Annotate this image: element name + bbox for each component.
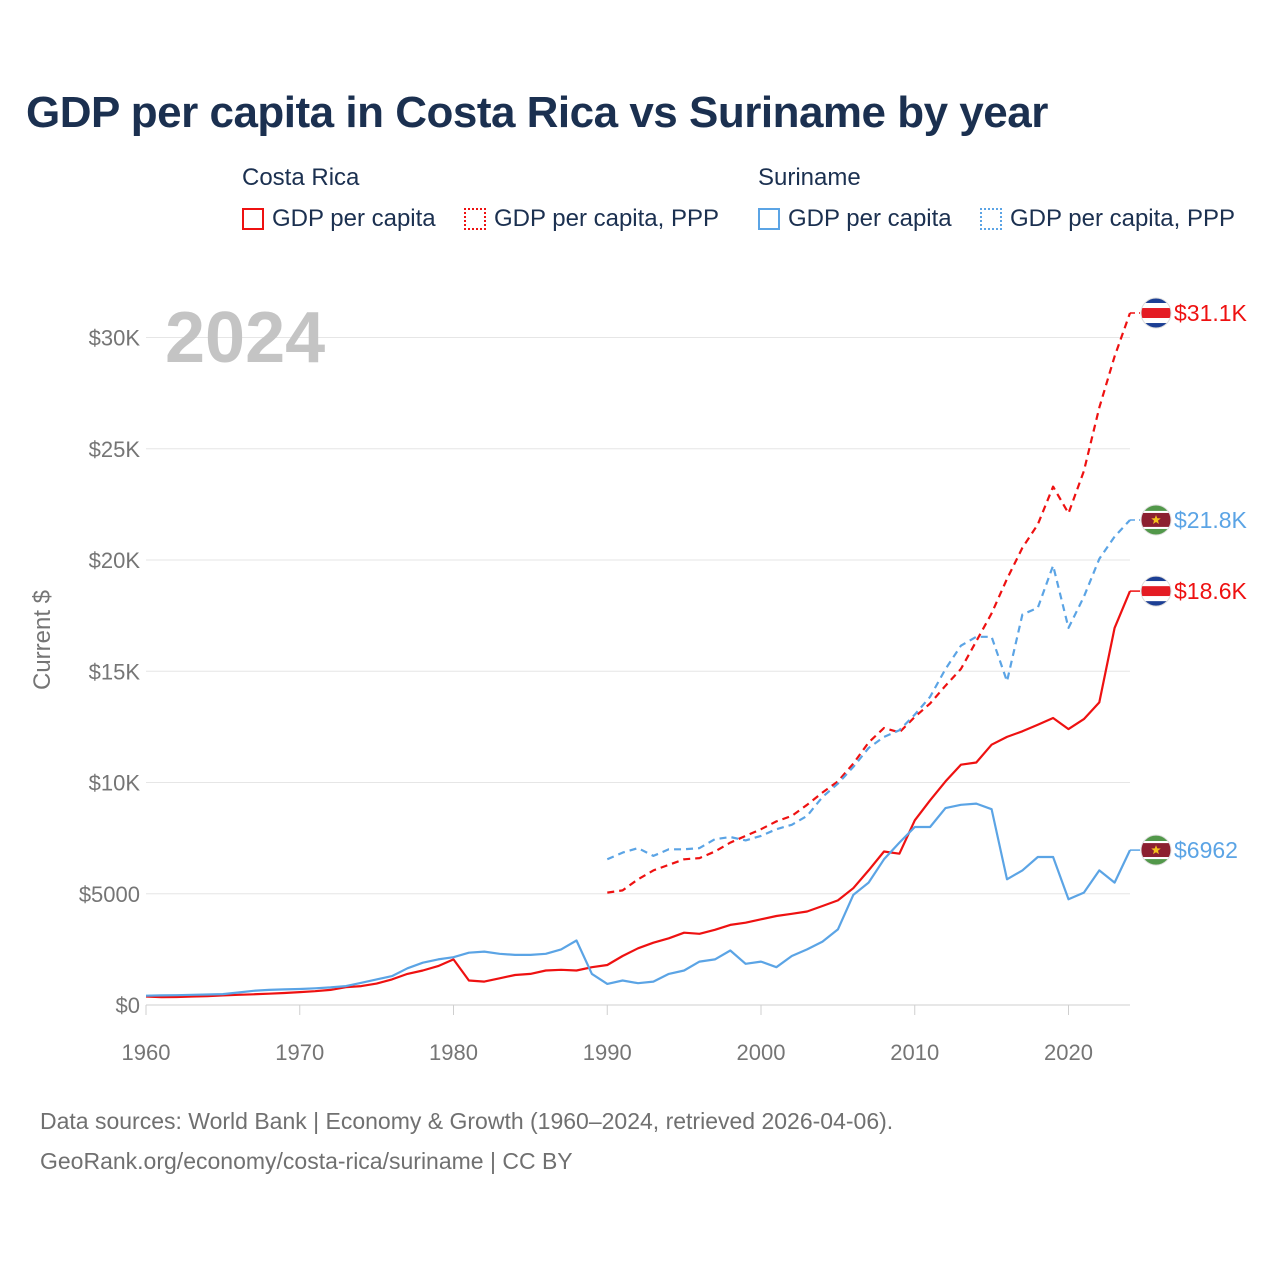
series-line-costa-rica-gdp-per-capita-ppp [607,312,1132,894]
y-axis-label: Current $ [29,590,56,690]
y-axis-ticks: $0 $5000 $10K $15K $20K $25K $30K [79,326,141,1019]
x-tick-label: 1970 [275,1040,324,1065]
y-tick-label: $10K [89,771,141,796]
legend-swatch-solid-icon [758,208,780,230]
legend-label: GDP per capita [272,205,436,232]
y-tick-label: $30K [89,326,141,351]
legend-country-costa-rica: Costa Rica [242,164,360,191]
footer-sources: Data sources: World Bank | Economy & Gro… [40,1108,894,1134]
legend-swatch-dotted-icon [980,208,1002,230]
y-tick-label: $0 [116,993,140,1018]
x-axis-ticks: 1960 1970 1980 1990 2000 2010 2020 [122,1005,1093,1065]
end-value-label: $18.6K [1174,578,1248,604]
x-tick-label: 1960 [122,1040,171,1065]
legend-swatch-solid-icon [242,208,264,230]
chart-title: GDP per capita in Costa Rica vs Suriname… [26,88,1048,137]
end-value-label: $6962 [1174,837,1238,863]
legend-label: GDP per capita, PPP [494,205,719,232]
legend-swatch-dotted-icon [464,208,486,230]
legend-item-suriname-ppp[interactable]: GDP per capita, PPP [980,204,1235,234]
x-tick-label: 1980 [429,1040,478,1065]
y-tick-label: $25K [89,437,141,462]
end-label-flag [1140,504,1172,536]
year-watermark: 2024 [165,298,325,378]
legend-country-suriname: Suriname [758,164,861,191]
x-tick-label: 2000 [737,1040,786,1065]
costa-rica-flag-icon [1141,576,1171,607]
costa-rica-flag-icon [1141,298,1171,329]
legend-item-costa-rica-ppp[interactable]: GDP per capita, PPP [464,204,719,234]
suriname-flag-icon [1141,504,1171,535]
series-line-costa-rica-gdp-per-capita [145,590,1132,999]
end-label-flag [1140,297,1172,329]
y-tick-label: $5000 [79,882,140,907]
legend-item-costa-rica-gdp[interactable]: GDP per capita [242,204,436,234]
end-label-flag [1140,575,1172,607]
series-line-suriname-gdp-per-capita-ppp [606,519,1131,861]
legend-label: GDP per capita [788,205,952,232]
gridlines [146,337,1130,1006]
end-value-label: $31.1K [1174,300,1248,326]
end-label-flag [1140,834,1172,866]
y-tick-label: $20K [89,548,141,573]
series-line-suriname-gdp-per-capita [145,802,1131,997]
x-tick-label: 2020 [1044,1040,1093,1065]
x-tick-label: 1990 [583,1040,632,1065]
legend-item-suriname-gdp[interactable]: GDP per capita [758,204,952,234]
footer-attribution: GeoRank.org/economy/costa-rica/suriname … [40,1148,573,1174]
end-labels: $18.6K $31.1K $6962 $21.8K [1130,297,1248,866]
suriname-flag-icon [1141,835,1171,866]
legend-label: GDP per capita, PPP [1010,205,1235,232]
series-lines [145,312,1132,999]
y-tick-label: $15K [89,659,141,684]
end-value-label: $21.8K [1174,507,1248,533]
x-tick-label: 2010 [890,1040,939,1065]
